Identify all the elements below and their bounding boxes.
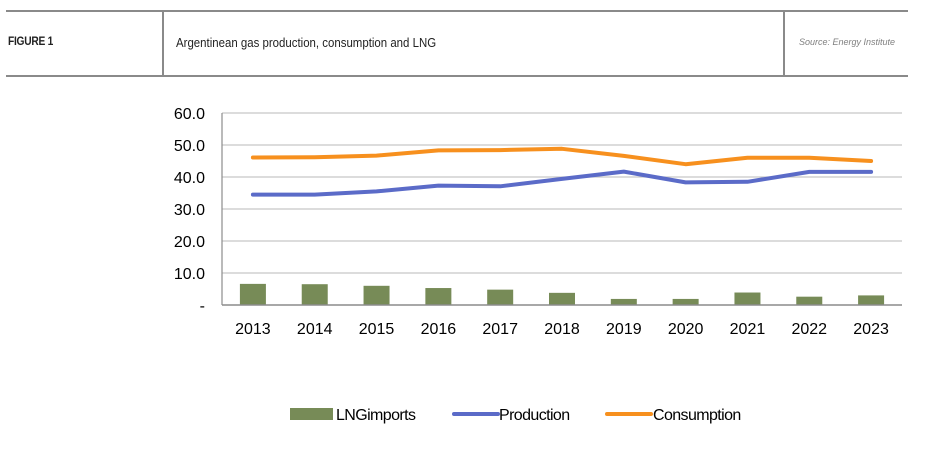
bar-lng-2020	[672, 298, 699, 305]
x-tick-label: 2023	[853, 321, 889, 338]
y-tick-label: 40.0	[174, 170, 205, 187]
legend-label-production: Production	[499, 407, 570, 424]
x-tick-label: 2015	[359, 321, 395, 338]
x-tick-label: 2013	[235, 321, 271, 338]
bar-lng-2016	[425, 288, 452, 305]
y-tick-label: 20.0	[174, 234, 205, 251]
bar-lng-2021	[734, 292, 761, 305]
header-divider-right	[783, 10, 785, 76]
legend-label-lngimports: LNGimports	[336, 407, 416, 424]
y-tick-label: 30.0	[174, 202, 205, 219]
lng-bars	[239, 283, 885, 305]
x-tick-label: 2018	[544, 321, 580, 338]
x-tick-label: 2020	[668, 321, 704, 338]
figure-source: Source: Energy Institute	[799, 37, 896, 47]
bar-lng-2017	[487, 289, 514, 305]
y-tick-label: 10.0	[174, 266, 205, 283]
x-tick-label: 2019	[606, 321, 642, 338]
line-production	[250, 169, 874, 197]
y-tick-label: 60.0	[174, 106, 205, 123]
axes	[221, 113, 902, 306]
line-consumption	[250, 146, 874, 167]
bar-lng-2018	[549, 292, 575, 305]
header-top-rule	[6, 10, 908, 12]
x-tick-label: 2017	[482, 321, 518, 338]
x-tick-label: 2014	[297, 321, 333, 338]
x-tick-label: 2021	[730, 321, 766, 338]
y-axis-ticks: - 10.0 20.0 30.0 40.0 50.0 60.0	[174, 106, 205, 315]
bar-lng-2013	[239, 283, 266, 305]
series-lines	[250, 146, 874, 197]
bar-lng-2022	[796, 296, 823, 305]
figure-title: Argentinean gas production, consumption …	[176, 35, 437, 50]
legend: LNGimports Production Consumption	[290, 407, 741, 424]
y-tick-label: 50.0	[174, 138, 205, 155]
header-bottom-rule	[6, 75, 908, 77]
legend-swatch-lngimports	[290, 408, 333, 420]
y-tick-label: -	[200, 298, 205, 315]
bar-lng-2019	[610, 298, 637, 305]
x-tick-label: 2016	[421, 321, 457, 338]
bar-lng-2015	[363, 285, 390, 305]
x-axis-ticks: 2013 2014 2015 2016 2017 2018 2019 2020 2021 2022…	[235, 321, 889, 338]
figure-label: FIGURE 1	[8, 34, 54, 48]
bar-lng-2014	[301, 284, 328, 305]
header-divider-left	[162, 10, 164, 76]
bar-lng-2023	[858, 295, 885, 305]
x-tick-label: 2022	[791, 321, 827, 338]
legend-label-consumption: Consumption	[653, 407, 741, 424]
